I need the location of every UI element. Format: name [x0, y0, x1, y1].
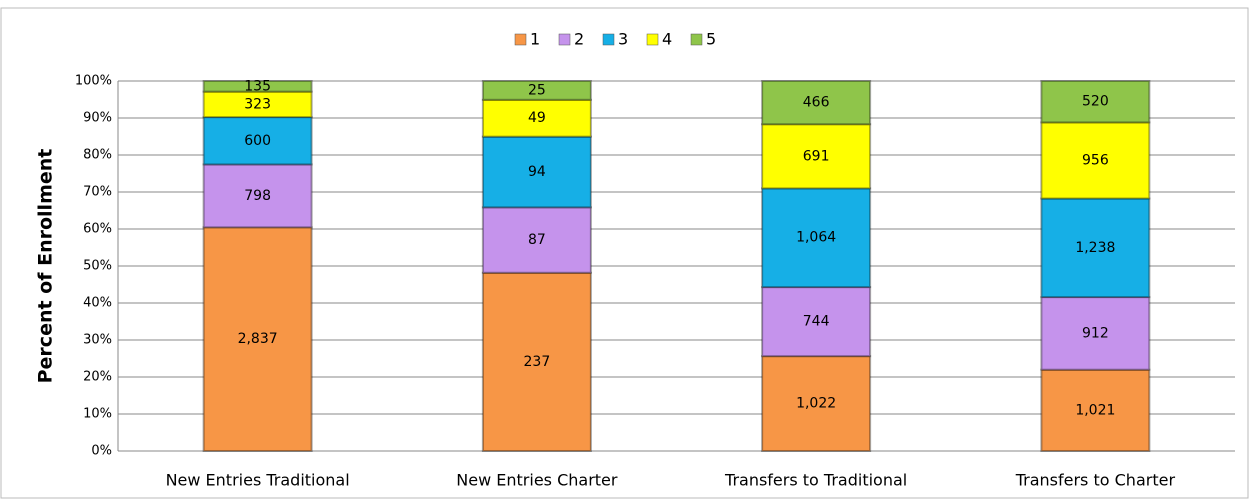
y-axis-title: Percent of Enrollment [35, 149, 57, 384]
bar-segment [1040, 296, 1151, 371]
data-label: 1,238 [1075, 240, 1115, 256]
data-label: 49 [528, 110, 546, 126]
legend-label: 2 [574, 30, 584, 49]
data-label: 520 [1082, 94, 1109, 110]
data-label: 600 [244, 133, 271, 149]
legend-swatch [514, 33, 527, 46]
bar-segment [481, 80, 592, 101]
data-label: 798 [244, 188, 271, 204]
x-tick-label: New Entries Traditional [166, 471, 350, 490]
y-tick-label: 70% [83, 185, 112, 200]
data-label: 956 [1082, 152, 1109, 168]
bar-segment [481, 135, 592, 209]
y-tick-label: 10% [83, 407, 112, 422]
y-tick-label: 80% [83, 148, 112, 163]
x-tick-label: Transfers to Charter [1015, 471, 1176, 490]
y-tick-label: 50% [83, 259, 112, 274]
data-label: 466 [803, 95, 830, 111]
data-label: 323 [244, 96, 271, 112]
data-label: 744 [803, 314, 830, 330]
bar-segment [1040, 121, 1151, 200]
y-tick-label: 0% [91, 444, 112, 459]
legend-swatch [602, 33, 615, 46]
bar-segment [761, 80, 872, 126]
data-label: 25 [528, 82, 546, 98]
bar-segment [1040, 368, 1151, 452]
bar-segment [1040, 80, 1151, 124]
bar-segment [481, 271, 592, 452]
data-label: 1,064 [796, 230, 836, 246]
y-tick-label: 30% [83, 333, 112, 348]
bar-segment [202, 90, 313, 119]
x-tick-label: Transfers to Traditional [724, 471, 907, 490]
data-label: 1,022 [796, 396, 836, 412]
y-tick-label: 100% [75, 74, 112, 89]
legend-swatch [646, 33, 659, 46]
y-tick-label: 90% [83, 111, 112, 126]
legend-label: 1 [530, 30, 540, 49]
data-label: 912 [1082, 325, 1109, 341]
data-label: 1,021 [1075, 402, 1115, 418]
data-label: 237 [524, 354, 551, 370]
y-tick-label: 40% [83, 296, 112, 311]
data-label: 135 [244, 78, 271, 94]
bar-segment [481, 206, 592, 274]
y-tick-label: 60% [83, 222, 112, 237]
bar-segment [202, 80, 313, 93]
legend-swatch [690, 33, 703, 46]
legend-label: 3 [618, 30, 628, 49]
data-label: 691 [803, 148, 830, 164]
data-label: 87 [528, 232, 546, 248]
x-tick-label: New Entries Charter [456, 471, 618, 490]
y-tick-label: 20% [83, 370, 112, 385]
data-label: 94 [528, 164, 546, 180]
data-label: 2,837 [238, 331, 278, 347]
bar-segment [761, 355, 872, 453]
legend-label: 5 [706, 30, 716, 49]
bar-segment [761, 286, 872, 358]
legend-label: 4 [662, 30, 672, 49]
bar-segment [1040, 197, 1151, 299]
legend-swatch [558, 33, 571, 46]
